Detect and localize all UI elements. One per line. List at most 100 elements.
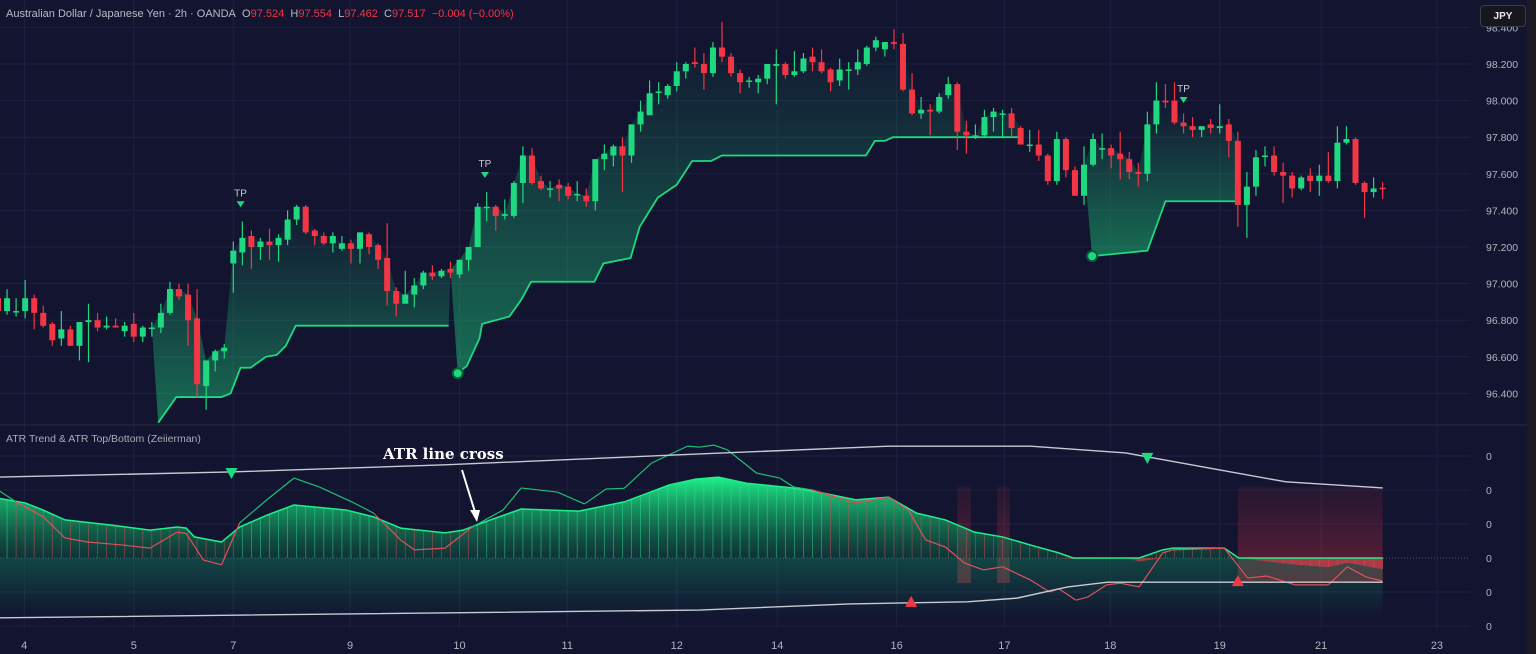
- atr-line-segment: [177, 531, 187, 535]
- candle: [1071, 166, 1078, 196]
- atr-line-segment: [888, 496, 909, 511]
- candle: [1180, 113, 1187, 134]
- candle-body: [1280, 171, 1287, 176]
- candle: [1234, 131, 1241, 227]
- candle: [601, 144, 608, 171]
- trend-start-dot: [1086, 250, 1099, 263]
- price-tick-label: 97.000: [1486, 279, 1518, 291]
- candle-body: [655, 91, 662, 93]
- candle-body: [411, 285, 418, 295]
- candle-body: [1144, 124, 1151, 174]
- candle-body: [728, 56, 735, 74]
- price-tick-label: 96.400: [1486, 388, 1518, 400]
- currency-button[interactable]: JPY: [1480, 5, 1526, 27]
- candle-body: [682, 64, 689, 72]
- atr-line-segment: [964, 562, 984, 571]
- indicator-title[interactable]: ATR Trend & ATR Top/Bottom (Zeiierman): [6, 433, 201, 445]
- atr-line-segment: [606, 487, 625, 490]
- candle: [981, 109, 988, 138]
- indicator-tick-label: 0: [1486, 519, 1492, 531]
- candle-body: [13, 311, 20, 313]
- candle: [972, 124, 979, 140]
- candle-body: [737, 73, 744, 83]
- zero-fill: [0, 558, 1383, 618]
- candle-body: [782, 64, 789, 75]
- change-value: −0.004 (−0.00%): [431, 8, 514, 20]
- candle-body: [501, 214, 508, 216]
- candle-body: [429, 272, 436, 277]
- atr-line-segment: [239, 499, 268, 524]
- candle-body: [121, 325, 128, 332]
- candle-body: [1352, 139, 1359, 183]
- close-label: C: [384, 8, 392, 20]
- upper-band-line: [0, 445, 1383, 489]
- price-tick-label: 97.200: [1486, 242, 1518, 254]
- candle: [1090, 133, 1097, 167]
- candle-body: [320, 236, 327, 244]
- candle-body: [166, 289, 173, 313]
- candle: [1271, 146, 1278, 176]
- candle: [565, 182, 572, 200]
- candle-body: [1307, 175, 1314, 182]
- candle-body: [800, 58, 807, 72]
- candle-body: [393, 290, 400, 304]
- candle: [230, 241, 237, 293]
- high-value: 97.554: [298, 8, 332, 20]
- atr-line-segment: [855, 496, 889, 504]
- atr-line-segment: [1266, 575, 1296, 586]
- indicator-tick-label: 0: [1486, 485, 1492, 497]
- candle: [13, 298, 20, 317]
- candle-body: [836, 69, 843, 81]
- candle-body: [1243, 186, 1250, 205]
- candle-body: [148, 327, 155, 330]
- candle: [1189, 117, 1196, 138]
- candle: [709, 42, 716, 77]
- candle-body: [357, 232, 363, 249]
- candle: [1316, 164, 1323, 196]
- atr-line-segment: [1058, 588, 1077, 601]
- candle-body: [1262, 155, 1268, 157]
- candle: [719, 21, 725, 63]
- candle: [166, 281, 173, 315]
- candle: [194, 289, 201, 398]
- candle-body: [1234, 140, 1241, 205]
- atr-line-segment: [687, 445, 700, 448]
- candle-body: [972, 135, 979, 137]
- candle-body: [700, 64, 707, 74]
- atr-line-segment: [373, 512, 402, 541]
- candle: [863, 45, 870, 66]
- atr-line-segment: [713, 444, 728, 451]
- candle-body: [601, 153, 608, 160]
- atr-line-segment: [1002, 566, 1031, 581]
- symbol-title[interactable]: Australian Dollar / Japanese Yen · 2h · …: [6, 8, 236, 20]
- candle: [637, 100, 644, 132]
- candle: [329, 232, 336, 253]
- atr-line-segment: [1162, 549, 1173, 554]
- right-scrollbar[interactable]: [1527, 0, 1536, 654]
- axes: 98.40098.20098.00097.80097.60097.40097.2…: [21, 22, 1518, 652]
- candle: [94, 312, 101, 332]
- candle: [1162, 84, 1169, 108]
- candle-body: [474, 206, 481, 247]
- atr-line-segment: [1172, 547, 1225, 551]
- candle-body: [881, 42, 888, 50]
- candle-body: [1053, 139, 1060, 182]
- candle-body: [963, 131, 970, 136]
- candle-body: [872, 40, 879, 48]
- atr-line-segment: [1347, 566, 1367, 578]
- close-value: 97.517: [391, 8, 426, 20]
- candle: [1144, 111, 1151, 182]
- candle: [366, 232, 373, 255]
- atr-line-segment: [293, 477, 320, 488]
- candle: [574, 181, 581, 202]
- time-tick-label: 10: [453, 640, 465, 652]
- open-value: 97.524: [250, 8, 285, 20]
- candle: [954, 82, 961, 151]
- candle: [302, 204, 309, 235]
- candle: [40, 305, 47, 328]
- candle-body: [275, 237, 282, 246]
- candle: [284, 210, 291, 246]
- atr-line-segment: [87, 541, 123, 546]
- time-tick-label: 14: [771, 640, 783, 652]
